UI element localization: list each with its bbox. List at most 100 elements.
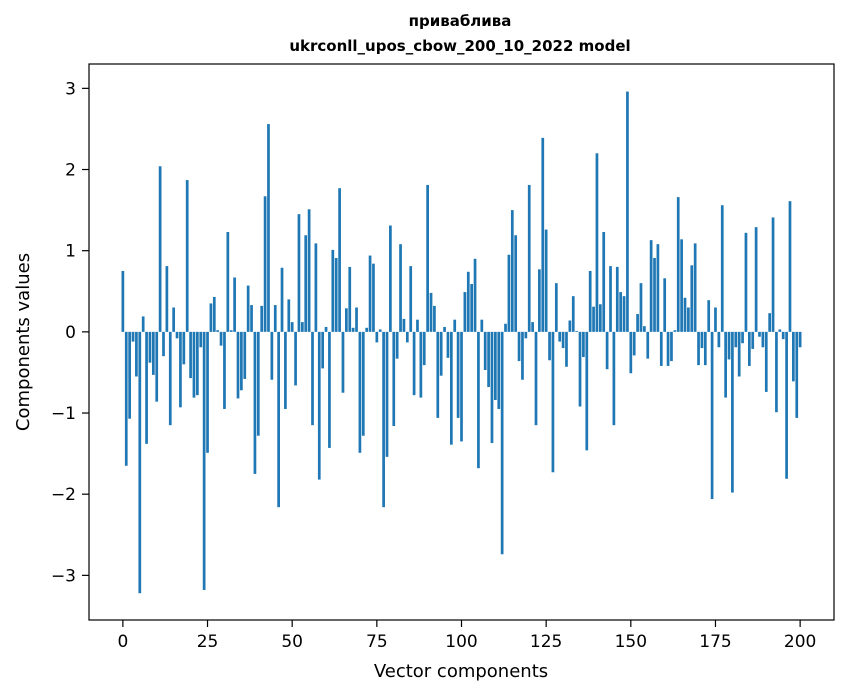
bar-46 — [277, 331, 280, 508]
bar-173 — [707, 300, 711, 332]
bar-150 — [629, 331, 633, 374]
bar-133 — [571, 296, 575, 332]
bar-111 — [497, 331, 501, 409]
bar-159 — [659, 331, 663, 366]
bar-168 — [690, 265, 694, 332]
x-tick-label-0: 0 — [117, 632, 128, 652]
bar-125 — [544, 229, 548, 332]
bar-140 — [595, 153, 599, 332]
bar-144 — [609, 266, 612, 332]
bar-11 — [158, 166, 162, 332]
bar-180 — [731, 331, 734, 493]
bar-117 — [517, 331, 521, 362]
bar-44 — [270, 331, 274, 380]
bar-116 — [514, 235, 518, 332]
bar-33 — [233, 277, 236, 332]
bar-104 — [473, 258, 477, 332]
bar-198 — [792, 331, 795, 382]
bar-118 — [521, 331, 524, 380]
bar-81 — [395, 331, 399, 359]
bar-6 — [141, 316, 145, 332]
bar-141 — [598, 304, 602, 332]
bar-160 — [663, 278, 667, 332]
bar-197 — [788, 201, 792, 332]
y-tick-label-6: 3 — [65, 79, 76, 99]
bar-35 — [240, 331, 243, 391]
bar-187 — [754, 227, 758, 332]
bar-154 — [643, 326, 646, 332]
bar-65 — [341, 331, 345, 393]
bar-87 — [416, 319, 419, 332]
bar-157 — [653, 257, 656, 332]
bar-195 — [781, 331, 785, 340]
bar-185 — [747, 331, 751, 366]
bar-89 — [422, 331, 426, 366]
y-tick-label-2: −1 — [51, 404, 76, 424]
bar-15 — [172, 307, 176, 332]
bar-37 — [246, 285, 250, 332]
bar-16 — [175, 331, 179, 339]
plot-area-frame — [88, 63, 835, 621]
bar-194 — [778, 329, 782, 332]
bar-7 — [145, 331, 148, 444]
bar-78 — [385, 331, 389, 457]
bar-102 — [466, 271, 470, 332]
y-tick-label-5: 2 — [65, 161, 76, 181]
bar-39 — [253, 331, 257, 474]
bar-17 — [179, 331, 182, 408]
bar-82 — [399, 244, 402, 332]
bar-3 — [131, 331, 135, 342]
bar-12 — [162, 331, 165, 357]
bar-166 — [683, 297, 687, 332]
bar-170 — [697, 331, 700, 366]
bar-174 — [710, 331, 714, 500]
bar-86 — [412, 331, 416, 396]
chart-title-line-1: приваблива — [409, 12, 512, 30]
bar-57 — [314, 243, 318, 332]
bar-67 — [348, 266, 352, 332]
bar-193 — [775, 331, 778, 413]
bar-59 — [321, 331, 325, 369]
bar-99 — [456, 331, 460, 418]
bar-75 — [375, 331, 379, 343]
bar-122 — [534, 331, 538, 426]
bar-136 — [582, 331, 585, 358]
bar-131 — [565, 331, 568, 367]
bar-23 — [199, 331, 203, 348]
bar-147 — [619, 292, 623, 332]
bar-97 — [449, 331, 453, 445]
bar-88 — [419, 331, 423, 398]
y-tick-label-4: 1 — [65, 242, 76, 262]
bar-163 — [673, 330, 677, 332]
bar-114 — [507, 254, 511, 332]
chart-title-line-2: ukrconll_upos_cbow_200_10_2022 model — [289, 37, 630, 55]
bar-10 — [155, 331, 159, 402]
bar-129 — [558, 331, 562, 342]
bar-92 — [433, 305, 436, 332]
bar-128 — [554, 283, 558, 332]
bar-148 — [622, 296, 626, 332]
bar-123 — [538, 269, 541, 332]
bar-189 — [761, 331, 765, 348]
bar-13 — [165, 266, 169, 332]
bar-103 — [470, 283, 474, 332]
bar-68 — [351, 327, 355, 332]
bar-192 — [771, 217, 775, 332]
bar-64 — [338, 188, 341, 332]
bar-77 — [382, 331, 385, 508]
bar-25 — [206, 331, 209, 453]
bar-139 — [592, 306, 595, 332]
bar-142 — [602, 232, 606, 332]
bar-113 — [504, 323, 507, 332]
bar-182 — [737, 331, 741, 377]
bar-138 — [588, 270, 592, 332]
bar-93 — [436, 331, 440, 418]
bar-149 — [626, 91, 629, 332]
x-tick-label-5: 125 — [530, 632, 562, 652]
bar-53 — [300, 322, 304, 332]
bar-94 — [439, 331, 443, 376]
bar-152 — [636, 314, 639, 332]
bar-14 — [168, 331, 172, 426]
bar-181 — [734, 331, 738, 348]
